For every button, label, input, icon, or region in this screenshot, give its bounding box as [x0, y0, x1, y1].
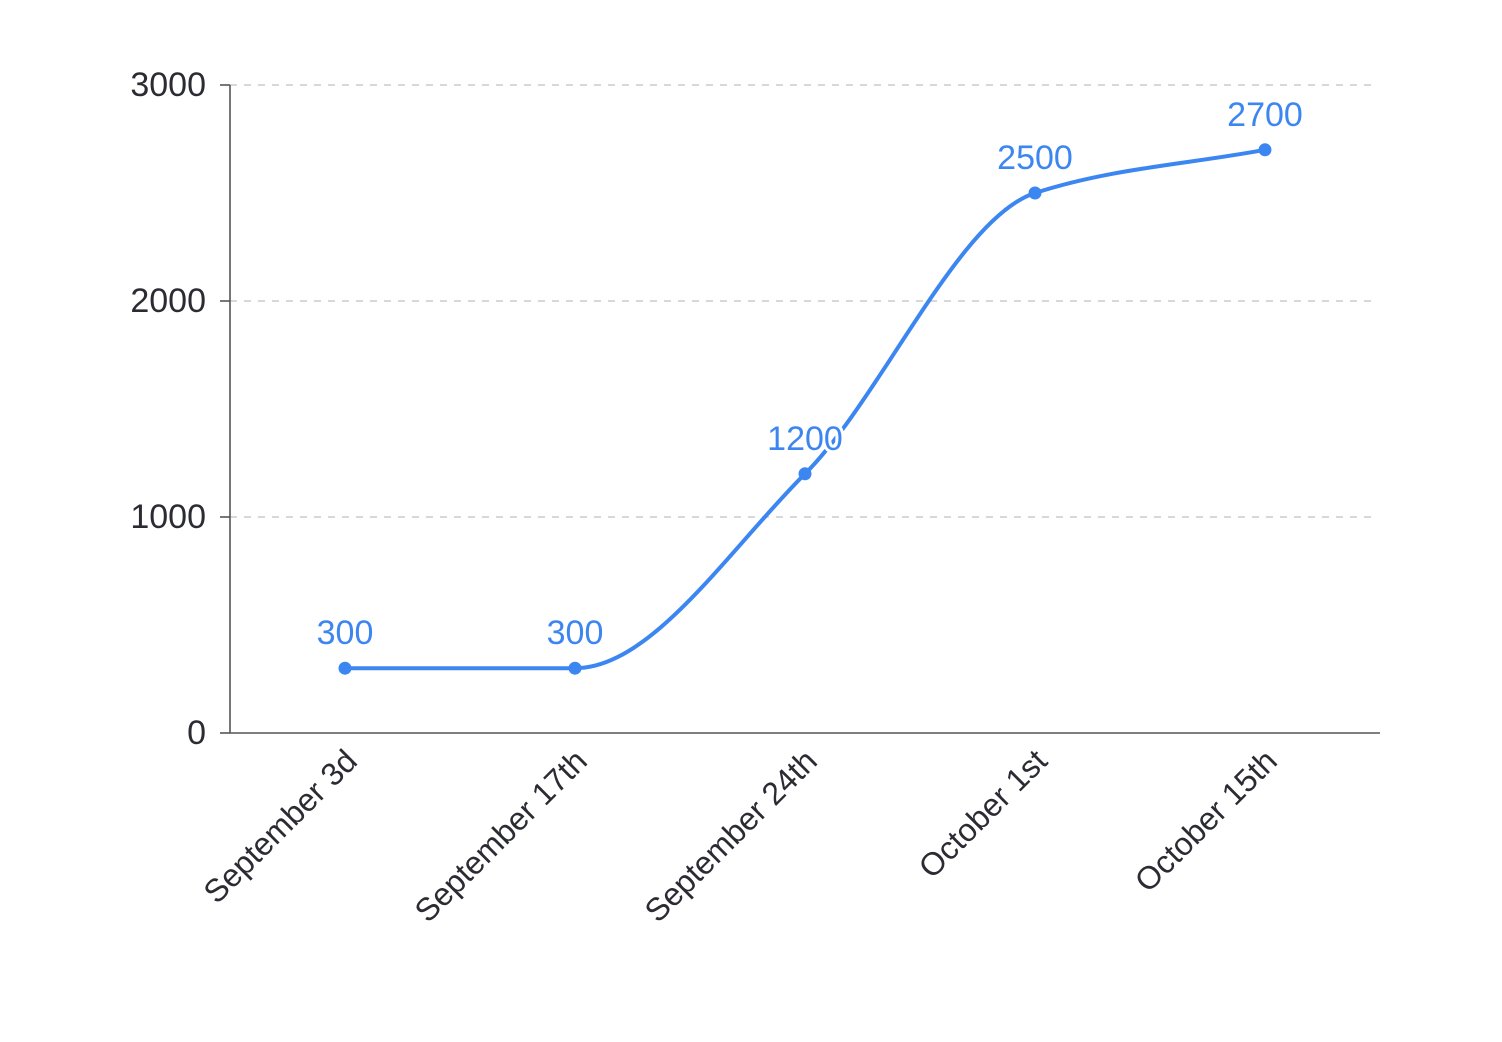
data-point	[798, 467, 812, 481]
x-tick-label: September 17th	[407, 742, 593, 928]
label-layer: September 3d September 17th September 24th…	[196, 93, 1305, 929]
axis-layer: 0 1000 2000 3000	[130, 66, 1380, 752]
y-tick-label: 3000	[130, 66, 206, 104]
data-point	[1028, 186, 1042, 200]
x-tick-label: October 15th	[1128, 742, 1284, 898]
x-tick-label: September 3d	[196, 742, 364, 910]
y-tick-label: 2000	[130, 282, 206, 320]
y-tick-label: 0	[187, 714, 206, 752]
data-point	[1258, 143, 1272, 157]
y-tick-label: 1000	[130, 498, 206, 536]
data-label: 2700	[1227, 96, 1303, 134]
data-label: 300	[317, 614, 374, 652]
data-point	[568, 661, 582, 675]
x-tick-label: September 24th	[637, 742, 823, 928]
data-label: 1200	[767, 420, 843, 458]
data-label: 2500	[997, 139, 1073, 177]
data-point	[338, 661, 352, 675]
data-label: 300	[547, 614, 604, 652]
series-line	[343, 147, 1267, 671]
series-layer	[338, 143, 1272, 675]
x-tick-label: October 1st	[912, 742, 1054, 884]
grid-layer	[230, 84, 1375, 518]
